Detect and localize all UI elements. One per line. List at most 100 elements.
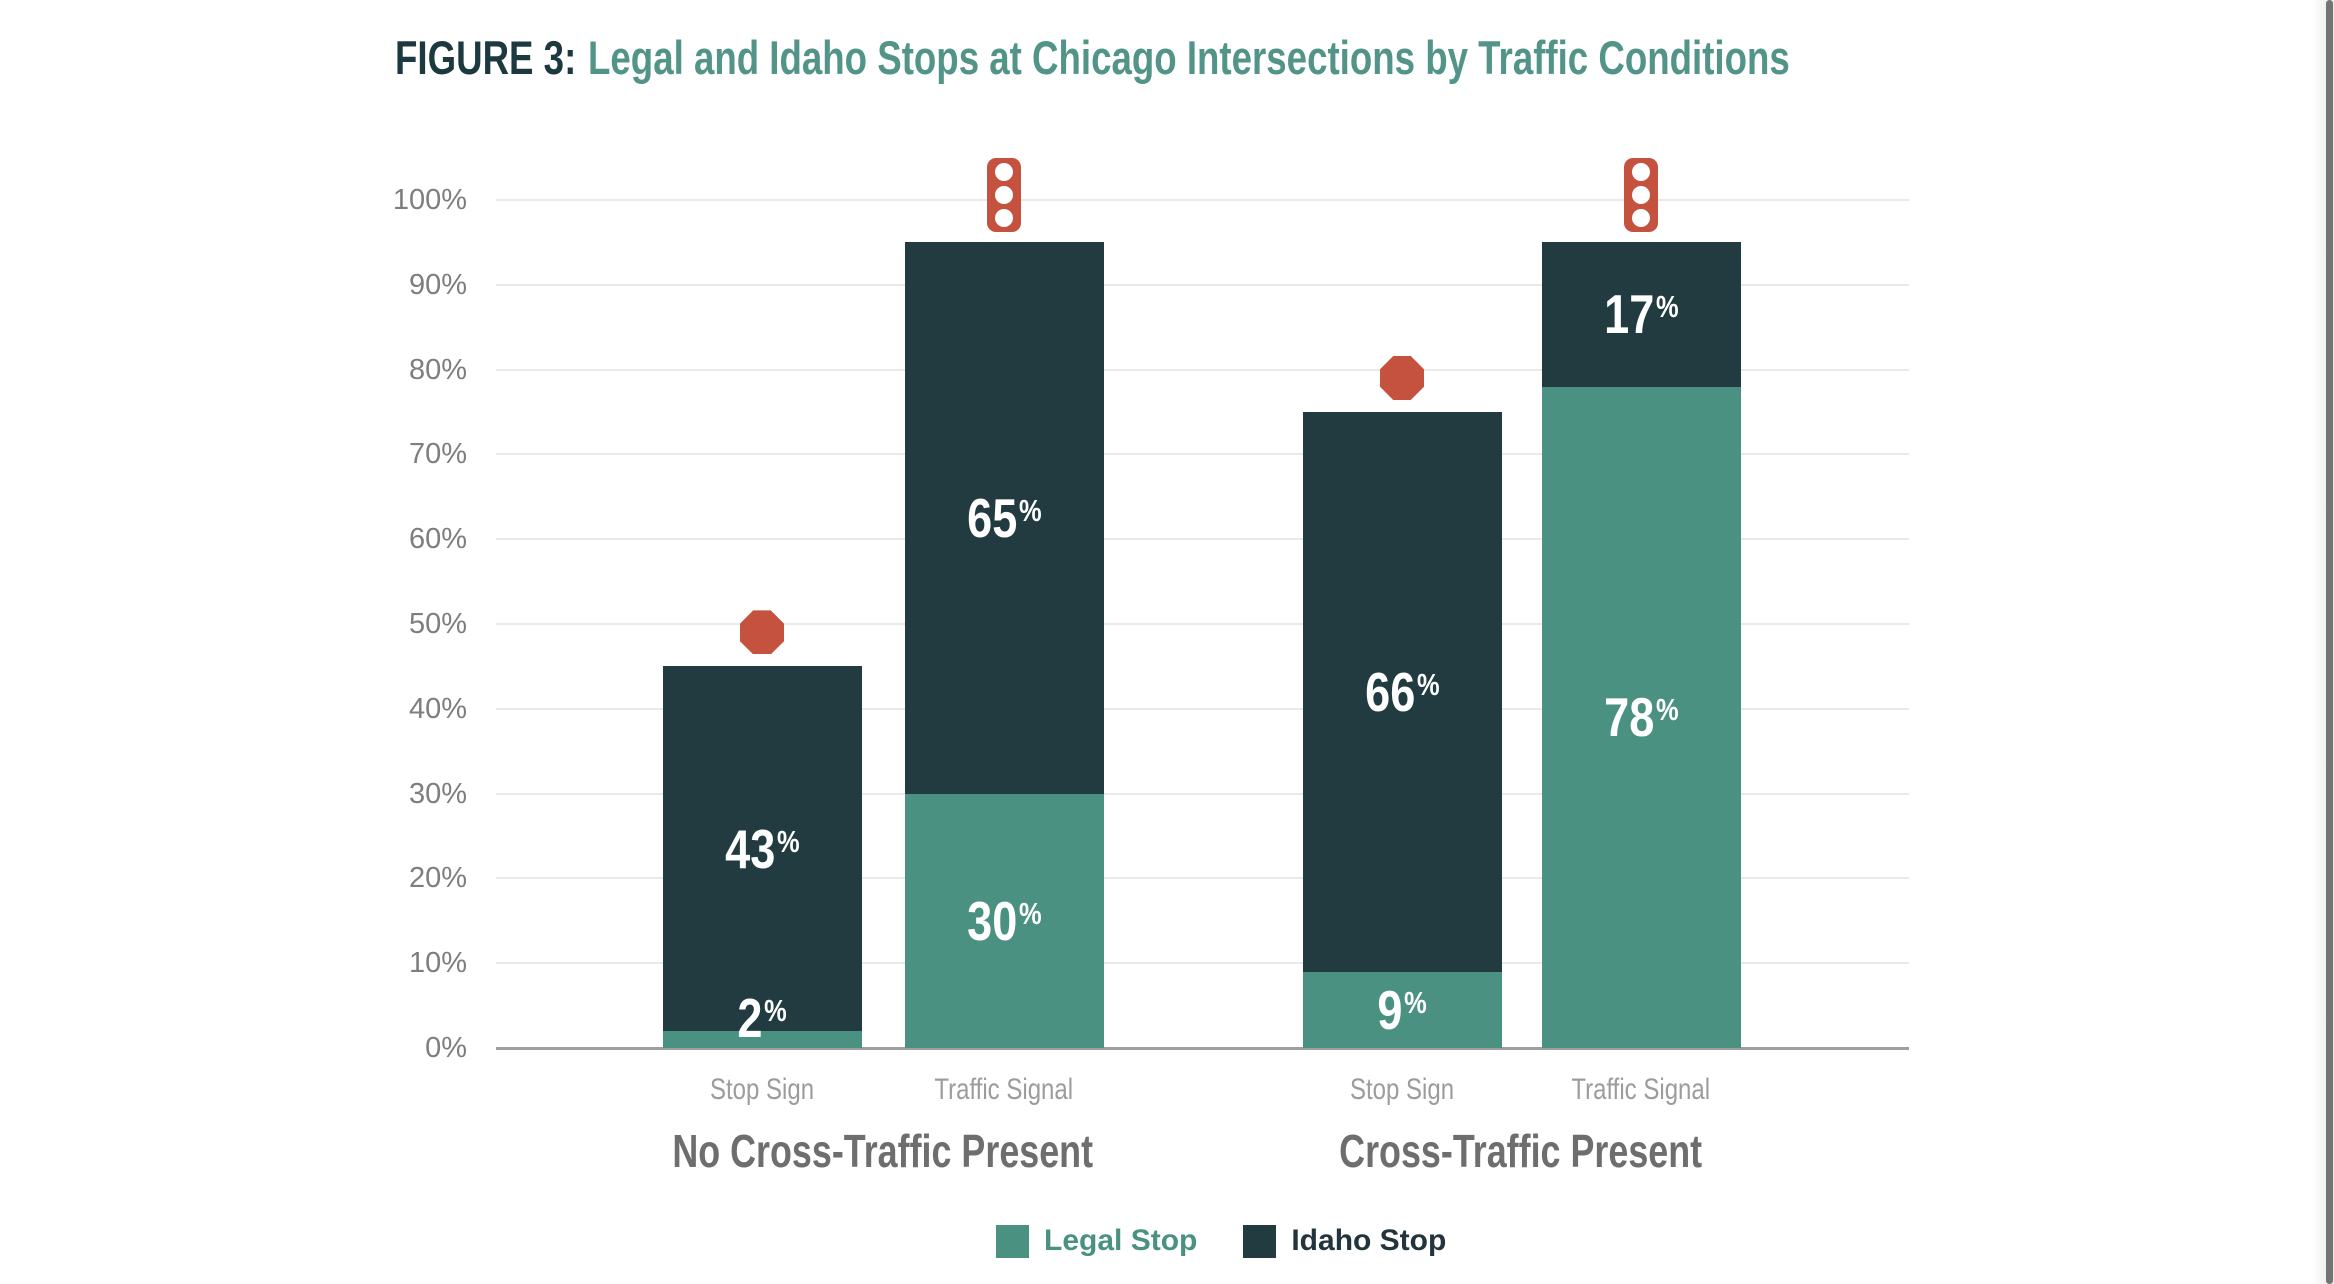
y-axis-tick-label: 80% xyxy=(408,353,467,386)
figure-title-prefix: FIGURE 3: xyxy=(395,31,577,84)
percent-sign: % xyxy=(1655,692,1679,728)
y-axis-tick-label: 0% xyxy=(425,1032,467,1064)
gridline xyxy=(496,707,1909,710)
legend-swatch xyxy=(1243,1224,1277,1258)
y-axis-tick-label: 100% xyxy=(392,184,467,216)
gridline xyxy=(496,623,1909,625)
percent-sign: % xyxy=(764,993,787,1028)
value-label-text: 2% xyxy=(737,986,786,1065)
gridline xyxy=(496,962,1909,965)
idaho-stop-segment xyxy=(904,242,1104,794)
percent-sign: % xyxy=(776,823,800,859)
legal-stop-segment xyxy=(1541,386,1741,1048)
figure-title: FIGURE 3: Legal and Idaho Stops at Chicag… xyxy=(395,28,2183,88)
scrollbar[interactable] xyxy=(2312,0,2334,1284)
legend-label: Legal Stop xyxy=(1044,1224,1198,1257)
value-number: 66 xyxy=(1364,660,1415,723)
y-axis-tick-label: 60% xyxy=(408,523,467,556)
traffic-light-bulb xyxy=(1632,209,1650,228)
stacked-bar-cross-traffic-present-traffic-signal: 17% 78% xyxy=(1541,158,1741,1048)
legend: Legal Stop Idaho Stop xyxy=(996,1224,1446,1258)
category-label-text: Stop Sign xyxy=(709,1073,815,1106)
value-label-text: 17% xyxy=(1604,282,1678,361)
figure-title-text-wrapper: FIGURE 3: Legal and Idaho Stops at Chicag… xyxy=(395,28,1790,88)
category-label: Traffic Signal xyxy=(884,1070,1124,1110)
traffic-light-bulb xyxy=(995,163,1013,182)
value-label-text: 9% xyxy=(1377,978,1426,1057)
legal-value-label: 2% xyxy=(623,986,902,1050)
percent-sign: % xyxy=(1018,493,1042,528)
scrollbar-thumb[interactable] xyxy=(2326,0,2333,1284)
category-label-text: Traffic Signal xyxy=(934,1073,1074,1106)
category-label: Traffic Signal xyxy=(1521,1070,1761,1110)
traffic-light-icon xyxy=(987,158,1021,233)
percent-sign: % xyxy=(1416,666,1440,702)
y-axis-tick-label: 10% xyxy=(408,947,467,980)
y-axis-tick-label: 20% xyxy=(408,862,467,895)
value-number: 2 xyxy=(737,987,763,1049)
y-axis-tick-label: 70% xyxy=(408,438,467,471)
category-label-text: Traffic Signal xyxy=(1571,1073,1711,1106)
legal-value-label: 78% xyxy=(1502,685,1781,749)
traffic-light-bulb xyxy=(995,209,1013,228)
group-label-text: Cross-Traffic Present xyxy=(1339,1125,1703,1177)
group-label: Cross-Traffic Present xyxy=(1171,1122,1871,1180)
category-label: Stop Sign xyxy=(642,1070,882,1110)
idaho-stop-segment xyxy=(662,666,862,1032)
legal-stop-segment xyxy=(904,793,1104,1048)
value-number: 17 xyxy=(1603,283,1654,346)
category-label: Stop Sign xyxy=(1282,1070,1522,1110)
y-axis-tick-label: 30% xyxy=(408,777,467,810)
gridline xyxy=(496,538,1909,541)
value-label-text: 30% xyxy=(967,889,1041,968)
percent-sign: % xyxy=(1018,895,1042,931)
gridline xyxy=(496,368,1909,371)
y-axis-tick-label: 90% xyxy=(408,268,467,301)
value-number: 65 xyxy=(966,487,1017,549)
gridline xyxy=(496,283,1909,286)
idaho-stop-segment xyxy=(1541,242,1741,387)
idaho-value-label: 65% xyxy=(865,486,1144,550)
stop-sign-icon xyxy=(740,610,784,655)
gridline xyxy=(496,877,1909,880)
value-number: 78 xyxy=(1603,686,1654,749)
value-number: 43 xyxy=(724,817,775,880)
traffic-light-bulb xyxy=(1632,163,1650,182)
stop-sign-icon xyxy=(1380,356,1424,400)
y-axis-tick-label: 50% xyxy=(408,608,467,640)
group-label: No Cross-Traffic Present xyxy=(533,1122,1233,1180)
value-label-text: 43% xyxy=(725,817,799,896)
legal-value-label: 9% xyxy=(1263,978,1542,1042)
figure-title-main: Legal and Idaho Stops at Chicago Interse… xyxy=(588,31,1790,84)
legend-label: Idaho Stop xyxy=(1291,1224,1447,1257)
legend-item-idaho-stop: Idaho Stop xyxy=(1243,1224,1446,1258)
stacked-bar-no-cross-traffic-present-stop-sign: 43% 2% xyxy=(662,610,862,1049)
idaho-value-label: 66% xyxy=(1263,660,1542,724)
legend-swatch xyxy=(996,1224,1029,1258)
value-number: 30 xyxy=(966,889,1017,952)
traffic-light-icon xyxy=(1624,158,1658,233)
category-label-text: Stop Sign xyxy=(1349,1073,1455,1106)
idaho-value-label: 43% xyxy=(623,817,902,881)
traffic-light-bulb xyxy=(1632,186,1650,205)
percent-sign: % xyxy=(1404,984,1427,1020)
legal-stop-segment xyxy=(662,1031,862,1048)
stacked-bar-cross-traffic-present-stop-sign: 66% 9% xyxy=(1302,356,1502,1048)
y-axis-tick-label: 40% xyxy=(408,692,467,725)
idaho-value-label: 17% xyxy=(1502,282,1781,346)
legend-item-legal-stop: Legal Stop xyxy=(996,1224,1197,1258)
stacked-bar-no-cross-traffic-present-traffic-signal: 65% 30% xyxy=(904,158,1104,1048)
traffic-light-bulb xyxy=(995,186,1013,205)
group-label-text: No Cross-Traffic Present xyxy=(672,1125,1094,1177)
plot-area: 43% 2% 65% 30% 66% 9% 17% 78% xyxy=(496,158,1909,1050)
gridline xyxy=(496,792,1909,795)
percent-sign: % xyxy=(1655,289,1679,325)
legal-value-label: 30% xyxy=(865,889,1144,953)
legal-stop-segment xyxy=(1302,971,1502,1048)
value-label-text: 66% xyxy=(1365,660,1439,739)
value-number: 9 xyxy=(1377,978,1403,1041)
idaho-stop-segment xyxy=(1302,412,1502,972)
gridline xyxy=(496,453,1909,456)
value-label-text: 65% xyxy=(967,486,1041,565)
